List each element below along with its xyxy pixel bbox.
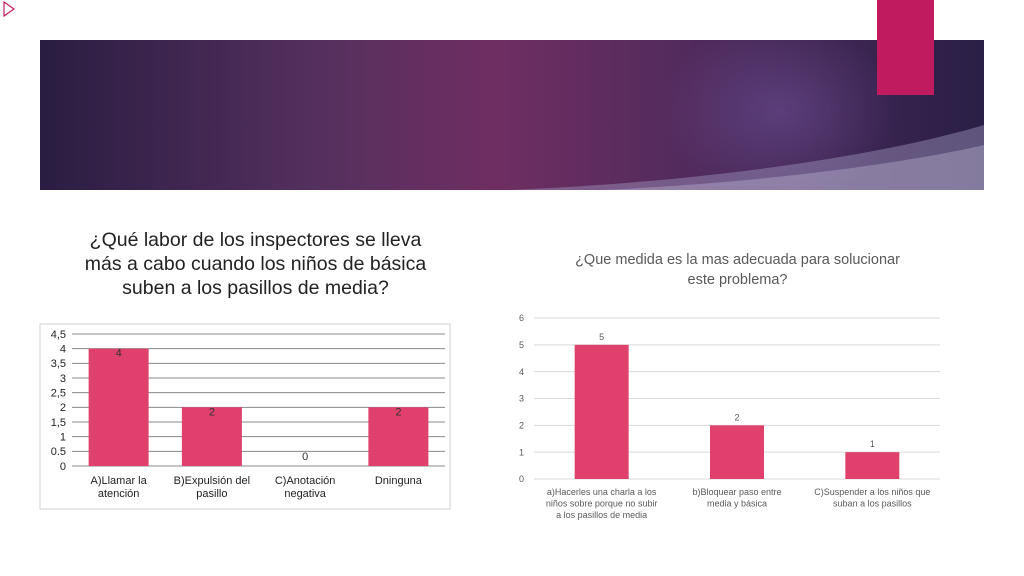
chart-frame xyxy=(39,323,451,510)
y-tick-label: 2 xyxy=(60,402,66,414)
y-tick-label: 5 xyxy=(519,340,524,350)
y-tick-label: 4 xyxy=(60,344,66,356)
y-tick-label: 4,5 xyxy=(51,329,66,341)
y-tick-label: 1,5 xyxy=(51,417,66,429)
category-label: pasillo xyxy=(196,488,227,500)
y-tick-label: 1 xyxy=(519,447,524,457)
y-tick-label: 3 xyxy=(519,394,524,404)
bar xyxy=(710,425,764,479)
data-label: 2 xyxy=(395,406,401,418)
category-label: atención xyxy=(98,488,140,500)
category-label: a)Hacerles una charla a los xyxy=(547,487,657,497)
arrow-triangle-icon xyxy=(3,0,16,18)
category-label: media y básica xyxy=(707,499,767,509)
category-label: suban a los pasillos xyxy=(833,499,912,509)
accent-tab xyxy=(877,0,934,95)
y-tick-label: 0 xyxy=(60,461,66,473)
category-label: negativa xyxy=(284,488,326,500)
y-tick-label: 4 xyxy=(519,367,524,377)
category-label: A)Llamar la xyxy=(91,475,148,487)
data-label: 4 xyxy=(116,348,122,360)
y-tick-label: 6 xyxy=(519,313,524,323)
category-label: B)Expulsión del xyxy=(174,475,250,487)
y-tick-label: 2 xyxy=(519,420,524,430)
chart1-title: ¿Qué labor de los inspectores se lleva m… xyxy=(84,229,427,299)
chart2-title: ¿Que medida es la mas adecuada para solu… xyxy=(575,252,900,288)
y-tick-label: 1 xyxy=(60,432,66,444)
bar xyxy=(88,348,149,466)
data-label: 1 xyxy=(870,439,875,449)
data-label: 5 xyxy=(599,332,604,342)
header-banner xyxy=(40,40,984,190)
category-label: b)Bloquear paso entre xyxy=(692,487,781,497)
category-label: niños sobre porque no subir xyxy=(546,499,658,509)
y-tick-label: 3,5 xyxy=(51,358,66,370)
y-tick-label: 0.5 xyxy=(51,446,66,458)
bar xyxy=(574,344,629,479)
data-label: 2 xyxy=(209,406,215,418)
bar xyxy=(845,452,900,479)
category-label: a los pasillos de media xyxy=(556,510,647,520)
y-tick-label: 0 xyxy=(519,474,524,484)
y-tick-label: 3 xyxy=(60,373,66,385)
bar xyxy=(181,407,242,466)
bar xyxy=(368,407,429,466)
data-label: 2 xyxy=(734,412,739,422)
category-label: C)Anotación xyxy=(275,475,336,487)
category-label: Dninguna xyxy=(375,475,423,487)
y-tick-label: 2,5 xyxy=(51,388,66,400)
data-label: 0 xyxy=(302,451,308,463)
category-label: C)Suspender a los niños que xyxy=(814,487,930,497)
